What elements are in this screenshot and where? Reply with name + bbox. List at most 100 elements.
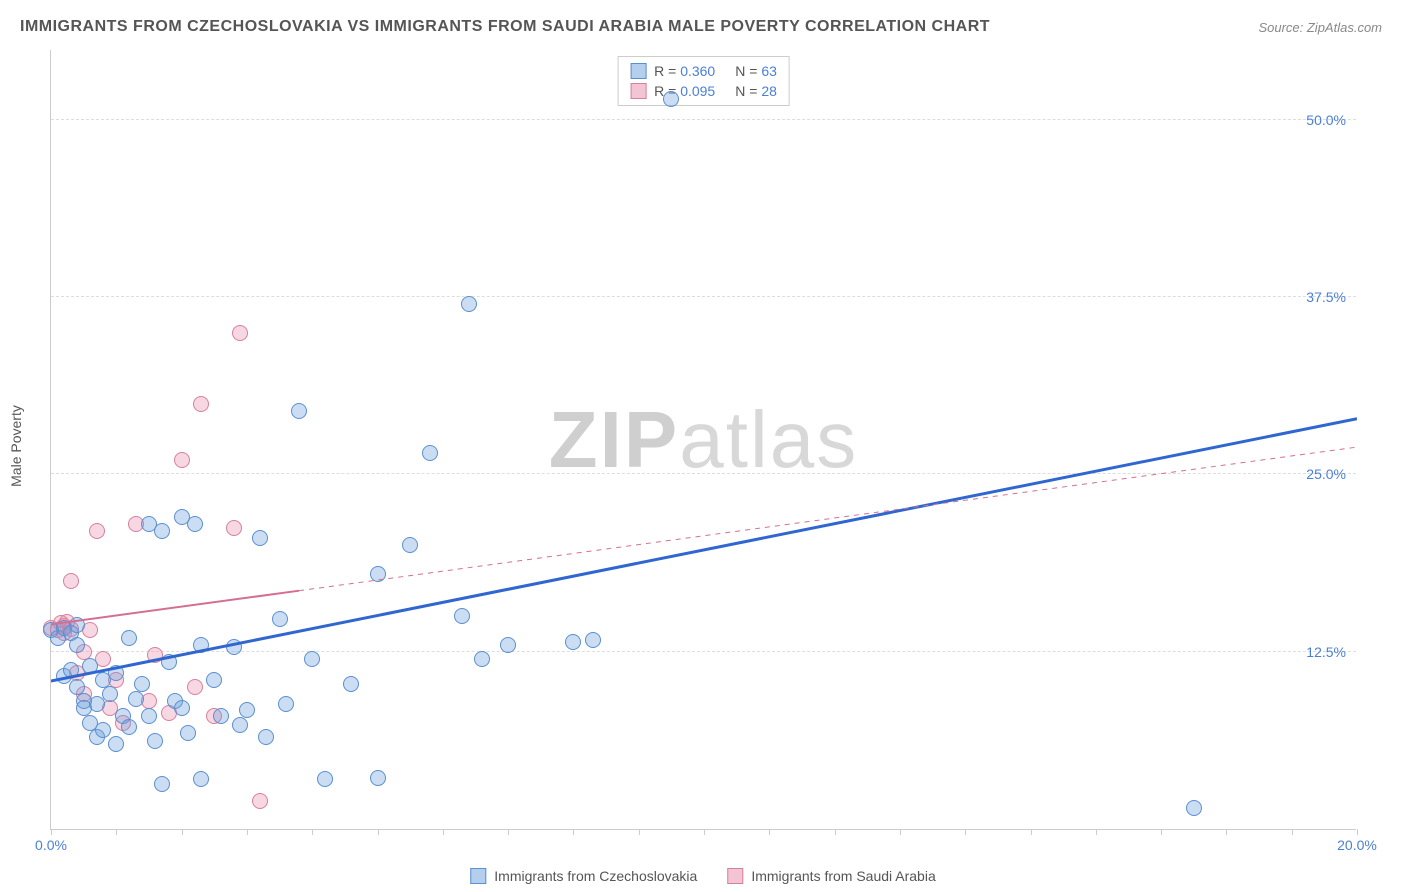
x-tick [900, 829, 901, 835]
legend-correlation: R = 0.360 N = 63 R = 0.095N = 28 [617, 56, 790, 106]
legend-series: Immigrants from Czechoslovakia Immigrants… [470, 868, 935, 884]
data-point [278, 696, 294, 712]
data-point [193, 396, 209, 412]
data-point [63, 573, 79, 589]
data-point [63, 662, 79, 678]
data-point [226, 639, 242, 655]
data-point [89, 523, 105, 539]
data-point [252, 793, 268, 809]
scatter-plot-area: ZIPatlas R = 0.360N = 63R = 0.095N = 28 … [50, 50, 1356, 830]
x-tick [1357, 829, 1358, 835]
chart-title: IMMIGRANTS FROM CZECHOSLOVAKIA VS IMMIGR… [20, 18, 990, 36]
x-tick [378, 829, 379, 835]
x-tick [835, 829, 836, 835]
x-tick [508, 829, 509, 835]
data-point [258, 729, 274, 745]
legend-swatch [630, 63, 646, 79]
x-tick [247, 829, 248, 835]
x-tick [1226, 829, 1227, 835]
data-point [141, 708, 157, 724]
data-point [402, 537, 418, 553]
data-point [174, 452, 190, 468]
watermark-light: atlas [679, 395, 858, 484]
data-point [239, 702, 255, 718]
y-tick-label: 25.0% [1306, 466, 1346, 482]
watermark: ZIPatlas [549, 394, 858, 486]
x-tick-label: 20.0% [1337, 837, 1377, 853]
data-point [161, 654, 177, 670]
data-point [272, 611, 288, 627]
data-point [304, 651, 320, 667]
data-point [154, 523, 170, 539]
data-point [187, 516, 203, 532]
x-tick [1096, 829, 1097, 835]
data-point [454, 608, 470, 624]
trend-line-solid [51, 591, 299, 625]
data-point [226, 520, 242, 536]
source-label: Source: ZipAtlas.com [1258, 20, 1382, 35]
x-tick [312, 829, 313, 835]
legend-series-label: Immigrants from Czechoslovakia [494, 868, 697, 884]
legend-n: N = 63 [735, 63, 777, 79]
gridline [51, 296, 1356, 297]
data-point [206, 672, 222, 688]
data-point [193, 637, 209, 653]
x-tick [51, 829, 52, 835]
data-point [174, 700, 190, 716]
data-point [343, 676, 359, 692]
data-point [69, 617, 85, 633]
legend-swatch [470, 868, 486, 884]
y-tick-label: 12.5% [1306, 644, 1346, 660]
data-point [108, 736, 124, 752]
data-point [291, 403, 307, 419]
x-tick [443, 829, 444, 835]
legend-correlation-row: R = 0.360 N = 63 [630, 61, 777, 81]
legend-n: N = 28 [735, 83, 777, 99]
legend-r: R = 0.360 [654, 63, 715, 79]
data-point [663, 91, 679, 107]
data-point [1186, 800, 1202, 816]
data-point [461, 296, 477, 312]
data-point [121, 630, 137, 646]
y-tick-label: 50.0% [1306, 112, 1346, 128]
data-point [370, 566, 386, 582]
legend-series-item: Immigrants from Saudi Arabia [727, 868, 935, 884]
data-point [193, 771, 209, 787]
data-point [422, 445, 438, 461]
data-point [232, 717, 248, 733]
x-tick [1031, 829, 1032, 835]
x-tick-label: 0.0% [35, 837, 67, 853]
data-point [95, 722, 111, 738]
x-tick [182, 829, 183, 835]
legend-swatch [727, 868, 743, 884]
legend-correlation-row: R = 0.095N = 28 [630, 81, 777, 101]
data-point [82, 658, 98, 674]
gridline [51, 651, 1356, 652]
data-point [565, 634, 581, 650]
data-point [585, 632, 601, 648]
data-point [69, 637, 85, 653]
y-axis-label: Male Poverty [8, 405, 24, 487]
x-tick [116, 829, 117, 835]
data-point [252, 530, 268, 546]
y-tick-label: 37.5% [1306, 289, 1346, 305]
data-point [187, 679, 203, 695]
x-tick [1292, 829, 1293, 835]
data-point [147, 733, 163, 749]
trend-line-solid [51, 419, 1357, 681]
data-point [121, 719, 137, 735]
data-point [102, 686, 118, 702]
data-point [317, 771, 333, 787]
x-tick [639, 829, 640, 835]
gridline [51, 119, 1356, 120]
x-tick [965, 829, 966, 835]
data-point [134, 676, 150, 692]
x-tick [573, 829, 574, 835]
data-point [232, 325, 248, 341]
x-tick [769, 829, 770, 835]
x-tick [704, 829, 705, 835]
data-point [213, 708, 229, 724]
watermark-bold: ZIP [549, 395, 679, 484]
legend-series-label: Immigrants from Saudi Arabia [751, 868, 935, 884]
legend-swatch [630, 83, 646, 99]
